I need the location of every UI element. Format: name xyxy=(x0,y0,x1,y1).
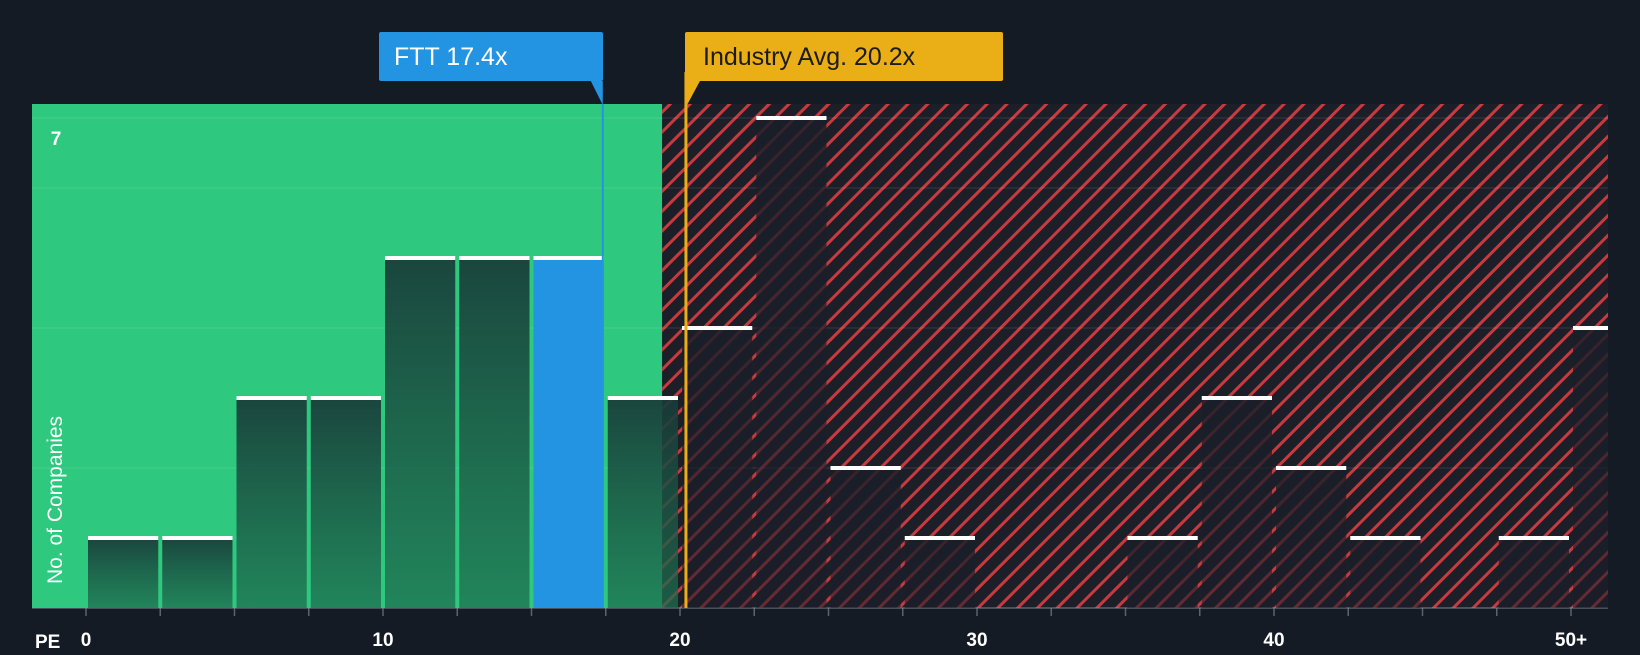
x-tick-label: 20 xyxy=(669,630,690,650)
histogram-bar xyxy=(162,538,233,608)
x-axis-title: PE xyxy=(35,632,60,650)
company-callout-label: FTT 17.4x xyxy=(394,43,508,71)
histogram-bar xyxy=(1276,468,1347,608)
histogram-bar xyxy=(310,398,381,608)
histogram-bar-cap xyxy=(1276,466,1347,470)
histogram-bar-cap xyxy=(533,256,604,260)
histogram-bar-cap xyxy=(756,116,827,120)
industry-callout: Industry Avg. 20.2x xyxy=(684,32,1003,107)
histogram-bar xyxy=(1498,538,1569,608)
y-axis-title: No. of Companies xyxy=(44,416,67,584)
company-callout-pointer xyxy=(590,81,603,105)
histogram-bar-cap xyxy=(607,396,678,400)
y-axis-max-label: 7 xyxy=(51,129,62,150)
company-callout-box xyxy=(379,32,603,81)
histogram-bar-cap xyxy=(1127,536,1198,540)
x-axis-ticks: 0 10 20 30 40 50+ xyxy=(81,608,1587,651)
histogram-bar-cap xyxy=(1573,326,1608,330)
histogram-bar xyxy=(1127,538,1198,608)
histogram-bar-cap xyxy=(682,326,753,330)
histogram-bar-cap xyxy=(236,396,307,400)
histogram-bar xyxy=(88,538,159,608)
histogram-bar-cap xyxy=(162,536,233,540)
histogram-bar-cap xyxy=(830,466,901,470)
histogram-bar xyxy=(1350,538,1421,608)
histogram-bar-cap xyxy=(385,256,456,260)
industry-callout-label: Industry Avg. 20.2x xyxy=(703,43,916,71)
industry-callout-box xyxy=(685,32,1003,81)
histogram-bar xyxy=(459,258,530,608)
histogram-bar-cap xyxy=(459,256,530,260)
histogram-bar xyxy=(607,398,678,608)
histogram-bar-cap xyxy=(88,536,159,540)
histogram-bar-cap xyxy=(310,396,381,400)
histogram-bars xyxy=(88,116,1608,608)
x-tick-label: 40 xyxy=(1263,630,1284,650)
histogram-bar xyxy=(904,538,975,608)
histogram-bar xyxy=(756,118,827,608)
histogram-bar xyxy=(1573,328,1608,608)
x-tick-label: 50+ xyxy=(1555,630,1587,650)
company-callout: FTT 17.4x xyxy=(379,32,603,105)
histogram-bar-cap xyxy=(1350,536,1421,540)
histogram-bar xyxy=(236,398,307,608)
histogram-bar xyxy=(830,468,901,608)
histogram-bar-cap xyxy=(1498,536,1569,540)
x-tick-label: 30 xyxy=(966,630,987,650)
x-tick-label: 10 xyxy=(372,630,393,650)
histogram-bar xyxy=(533,258,604,608)
industry-callout-pointer xyxy=(684,81,700,107)
histogram-bar xyxy=(682,328,753,608)
x-tick-label: 0 xyxy=(81,630,92,650)
histogram-bar xyxy=(1201,398,1272,608)
histogram-bar-cap xyxy=(904,536,975,540)
histogram-bar-cap xyxy=(1201,396,1272,400)
histogram-bar xyxy=(385,258,456,608)
